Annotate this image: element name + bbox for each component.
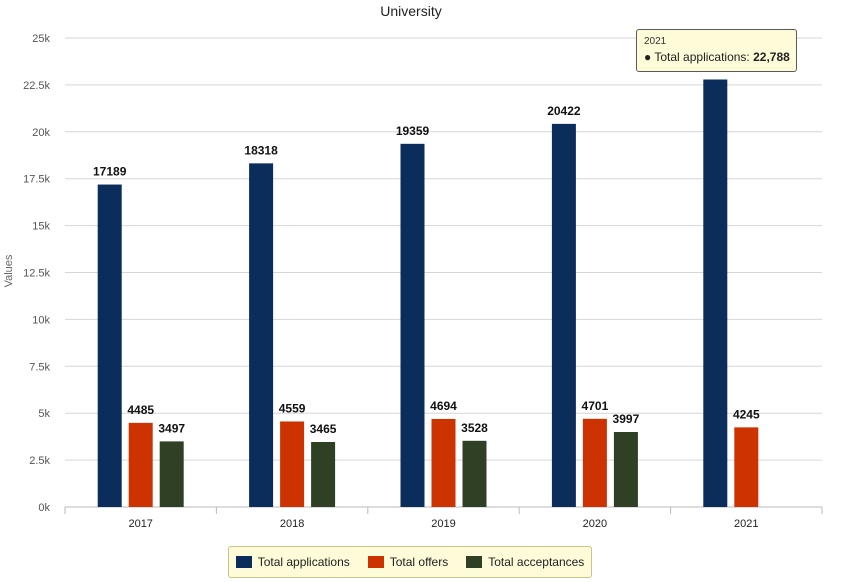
y-tick-label: 5k bbox=[38, 408, 50, 420]
x-tick-label: 2020 bbox=[583, 518, 607, 530]
chart-tooltip: 2021 ● Total applications: 22,788 bbox=[636, 29, 797, 72]
legend-label-total-acceptances: Total acceptances bbox=[488, 555, 585, 569]
tooltip-value: 22,788 bbox=[753, 50, 790, 64]
x-tick-label: 2019 bbox=[431, 518, 455, 530]
chart-title: University bbox=[380, 3, 441, 19]
data-label-total-offers: 4701 bbox=[582, 399, 609, 413]
x-tick-label: 2017 bbox=[128, 518, 152, 530]
bar-total-applications[interactable] bbox=[249, 163, 274, 508]
data-labels: 17189 4485 3497 18318 4559 3465 19359 4694 3528 2… bbox=[93, 104, 760, 436]
legend-label-total-applications: Total applications bbox=[257, 555, 350, 569]
y-axis-ticks: 0k 2.5k 5k 7.5k 10k 12.5k 15k 17.5k 20k 22.5k 25k bbox=[23, 33, 50, 514]
bar-total-applications[interactable] bbox=[551, 123, 576, 508]
y-tick-label: 2.5k bbox=[29, 455, 50, 467]
legend-item-total-offers[interactable]: Total offers bbox=[367, 555, 449, 569]
bar-total-acceptances[interactable] bbox=[462, 440, 487, 507]
bars bbox=[97, 79, 759, 508]
legend-label-total-offers: Total offers bbox=[389, 555, 449, 569]
legend-swatch-total-offers bbox=[367, 556, 384, 568]
bar-total-acceptances[interactable] bbox=[159, 441, 184, 507]
x-axis: 2017 2018 2019 2020 2021 bbox=[64, 507, 823, 530]
y-tick-label: 22.5k bbox=[23, 80, 50, 92]
y-tick-label: 20k bbox=[32, 127, 50, 139]
bar-total-offers[interactable] bbox=[582, 418, 607, 507]
data-label-total-acceptances: 3465 bbox=[310, 422, 337, 436]
bar-total-acceptances[interactable] bbox=[613, 432, 638, 507]
data-label-total-applications: 19359 bbox=[396, 124, 430, 138]
y-tick-label: 10k bbox=[32, 314, 50, 326]
tooltip-year: 2021 bbox=[644, 36, 667, 47]
bar-total-acceptances[interactable] bbox=[311, 441, 336, 507]
data-label-total-offers: 4245 bbox=[733, 407, 760, 421]
data-label-total-applications: 20422 bbox=[547, 104, 581, 118]
tooltip-bullet-icon: ● bbox=[644, 50, 652, 64]
data-label-total-acceptances: 3997 bbox=[613, 412, 640, 426]
data-label-total-acceptances: 3497 bbox=[158, 421, 185, 435]
y-tick-label: 17.5k bbox=[23, 174, 50, 186]
data-label-total-offers: 4485 bbox=[127, 403, 154, 417]
tooltip-series-name: Total applications: bbox=[654, 50, 750, 64]
legend-item-total-acceptances[interactable]: Total acceptances bbox=[466, 555, 584, 569]
data-label-total-applications: 18318 bbox=[244, 143, 278, 157]
x-tick-label: 2018 bbox=[280, 518, 304, 530]
bar-total-applications[interactable] bbox=[703, 79, 728, 507]
y-tick-label: 7.5k bbox=[29, 361, 50, 373]
bar-total-offers[interactable] bbox=[734, 427, 759, 507]
tooltip-line: ● Total applications: 22,788 bbox=[644, 50, 790, 64]
bar-total-offers[interactable] bbox=[128, 422, 153, 507]
legend-item-total-applications[interactable]: Total applications bbox=[235, 555, 350, 569]
bar-total-offers[interactable] bbox=[280, 421, 305, 507]
legend-swatch-total-acceptances bbox=[466, 556, 483, 568]
data-label-total-offers: 4559 bbox=[279, 401, 306, 415]
y-axis-title: Values bbox=[3, 254, 15, 287]
data-label-total-applications: 17189 bbox=[93, 165, 127, 179]
bar-total-offers[interactable] bbox=[431, 418, 456, 507]
data-label-total-offers: 4694 bbox=[430, 399, 457, 413]
y-tick-label: 12.5k bbox=[23, 268, 50, 280]
data-label-total-acceptances: 3528 bbox=[461, 421, 488, 435]
y-tick-label: 15k bbox=[32, 221, 50, 233]
x-tick-label: 2021 bbox=[734, 518, 758, 530]
bar-total-applications[interactable] bbox=[97, 184, 122, 507]
y-tick-label: 25k bbox=[32, 33, 50, 45]
legend: Total applications Total offers Total ac… bbox=[228, 546, 592, 578]
legend-swatch-total-applications bbox=[235, 556, 252, 568]
bar-total-applications[interactable] bbox=[400, 143, 425, 507]
grid-lines bbox=[65, 37, 822, 508]
y-tick-label: 0k bbox=[38, 502, 50, 514]
